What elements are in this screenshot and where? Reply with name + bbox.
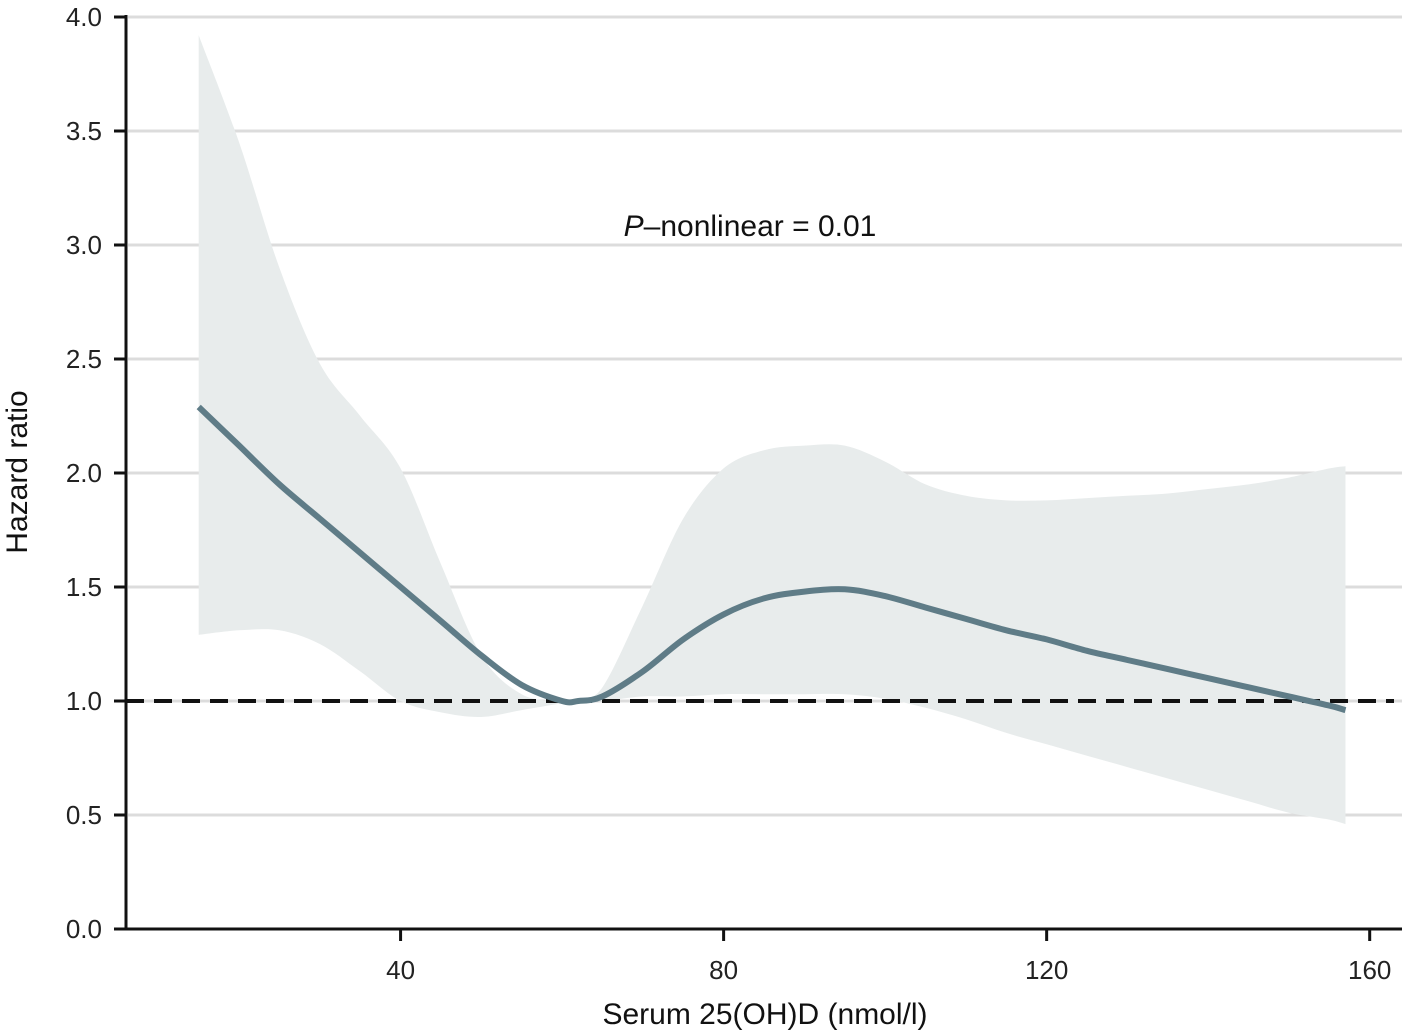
y-tick-label: 1.5: [66, 572, 102, 602]
y-tick-label: 0.0: [66, 914, 102, 944]
x-axis-title: Serum 25(OH)D (nmol/l): [602, 998, 927, 1031]
p-nonlinear-annotation: P–nonlinear = 0.01: [624, 210, 877, 243]
y-tick-label: 2.0: [66, 458, 102, 488]
y-tick-label: 2.5: [66, 344, 102, 374]
x-tick-label: 120: [1025, 955, 1068, 985]
y-tick-label: 3.0: [66, 230, 102, 260]
y-axis-title: Hazard ratio: [1, 390, 34, 553]
x-tick-label: 160: [1348, 955, 1391, 985]
y-tick-label: 0.5: [66, 800, 102, 830]
hazard-ratio-line: [196, 404, 1347, 714]
x-tick-label: 80: [709, 955, 738, 985]
x-tick-label: 40: [386, 955, 415, 985]
series-line-group: [196, 404, 1347, 714]
y-tick-label: 1.0: [66, 686, 102, 716]
confidence-band-group: [198, 35, 1346, 825]
axes: [114, 15, 1402, 941]
annotation-text: –nonlinear = 0.01: [644, 210, 877, 243]
annotation-italic: P: [624, 210, 644, 243]
x-tick-labels: 40 80 120 160: [386, 955, 1391, 985]
y-tick-label: 3.5: [66, 116, 102, 146]
y-tick-label: 4.0: [66, 2, 102, 32]
confidence-band: [198, 35, 1346, 825]
y-tick-labels: 0.0 0.5 1.0 1.5 2.0 2.5 3.0 3.5 4.0: [66, 2, 102, 944]
